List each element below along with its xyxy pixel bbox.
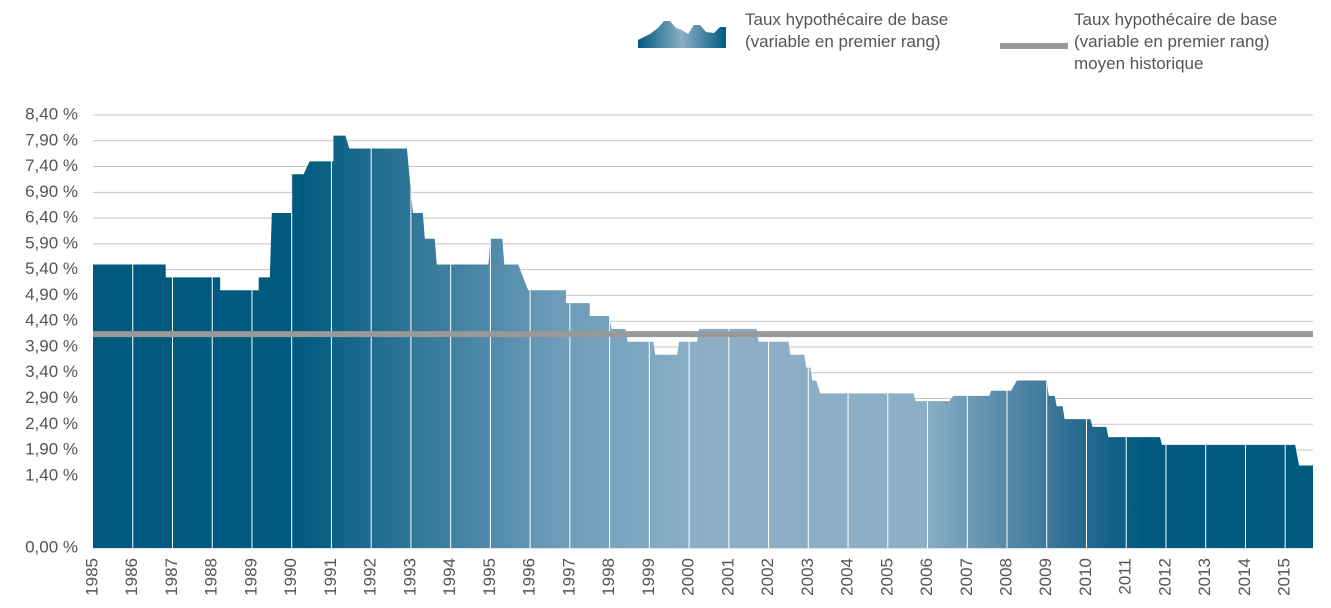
y-tick-label: 8,40 % [25, 104, 78, 123]
y-tick-label: 3,90 % [25, 336, 78, 355]
y-tick-label: 6,90 % [25, 182, 78, 201]
x-tick-label: 2003 [798, 558, 817, 596]
y-tick-label: 2,90 % [25, 388, 78, 407]
y-tick-label: 0,00 % [25, 537, 78, 556]
y-tick-label: 4,90 % [25, 285, 78, 304]
x-tick-label: 2006 [917, 558, 936, 596]
x-tick-label: 2012 [1155, 558, 1174, 596]
x-tick-label: 1999 [639, 558, 658, 596]
x-tick-label: 2015 [1275, 558, 1294, 596]
x-tick-label: 1991 [321, 558, 340, 596]
x-tick-label: 1994 [440, 558, 459, 596]
y-tick-label: 2,40 % [25, 414, 78, 433]
x-tick-label: 2001 [718, 558, 737, 596]
x-tick-label: 2014 [1235, 558, 1254, 596]
x-tick-label: 1986 [122, 558, 141, 596]
legend-label: Taux hypothécaire de base (variable en p… [745, 10, 949, 51]
y-tick-label: 5,90 % [25, 233, 78, 252]
x-tick-label: 2002 [758, 558, 777, 596]
y-tick-label: 7,90 % [25, 130, 78, 149]
x-tick-label: 1998 [599, 558, 618, 596]
y-tick-label: 1,40 % [25, 465, 78, 484]
x-tick-label: 1985 [82, 558, 101, 596]
x-tick-label: 1995 [480, 558, 499, 596]
y-tick-label: 4,40 % [25, 311, 78, 330]
x-tick-label: 2010 [1076, 558, 1095, 596]
x-tick-label: 1989 [241, 558, 260, 596]
x-tick-label: 1992 [361, 558, 380, 596]
x-tick-label: 2007 [957, 558, 976, 596]
x-tick-label: 1996 [520, 558, 539, 596]
x-tick-label: 2009 [1036, 558, 1055, 596]
y-tick-label: 1,90 % [25, 440, 78, 459]
x-tick-label: 1988 [202, 558, 221, 596]
x-tick-label: 2000 [679, 558, 698, 596]
x-tick-label: 1987 [162, 558, 181, 596]
y-tick-label: 7,40 % [25, 156, 78, 175]
area [93, 135, 1313, 548]
plot [93, 135, 1313, 548]
x-tick-label: 1990 [281, 558, 300, 596]
x-tick-label: 2004 [838, 558, 857, 596]
y-tick-label: 5,40 % [25, 259, 78, 278]
x-tick-label: 1997 [559, 558, 578, 596]
x-tick-label: 2005 [877, 558, 896, 596]
x-tick-label: 2008 [996, 558, 1015, 596]
legend-area-icon [638, 21, 726, 48]
x-tick-label: 2011 [1116, 558, 1135, 595]
x-tick-label: 2013 [1195, 558, 1214, 596]
y-tick-label: 3,40 % [25, 362, 78, 381]
x-tick-label: 1993 [400, 558, 419, 596]
y-tick-label: 6,40 % [25, 208, 78, 227]
labels: 0,00 % 1,40 % 1,90 % 2,40 % 2,90 % 3,40 % 3,90… [25, 104, 1294, 595]
legend-label: Taux hypothécaire de base (variable en p… [1074, 10, 1278, 73]
